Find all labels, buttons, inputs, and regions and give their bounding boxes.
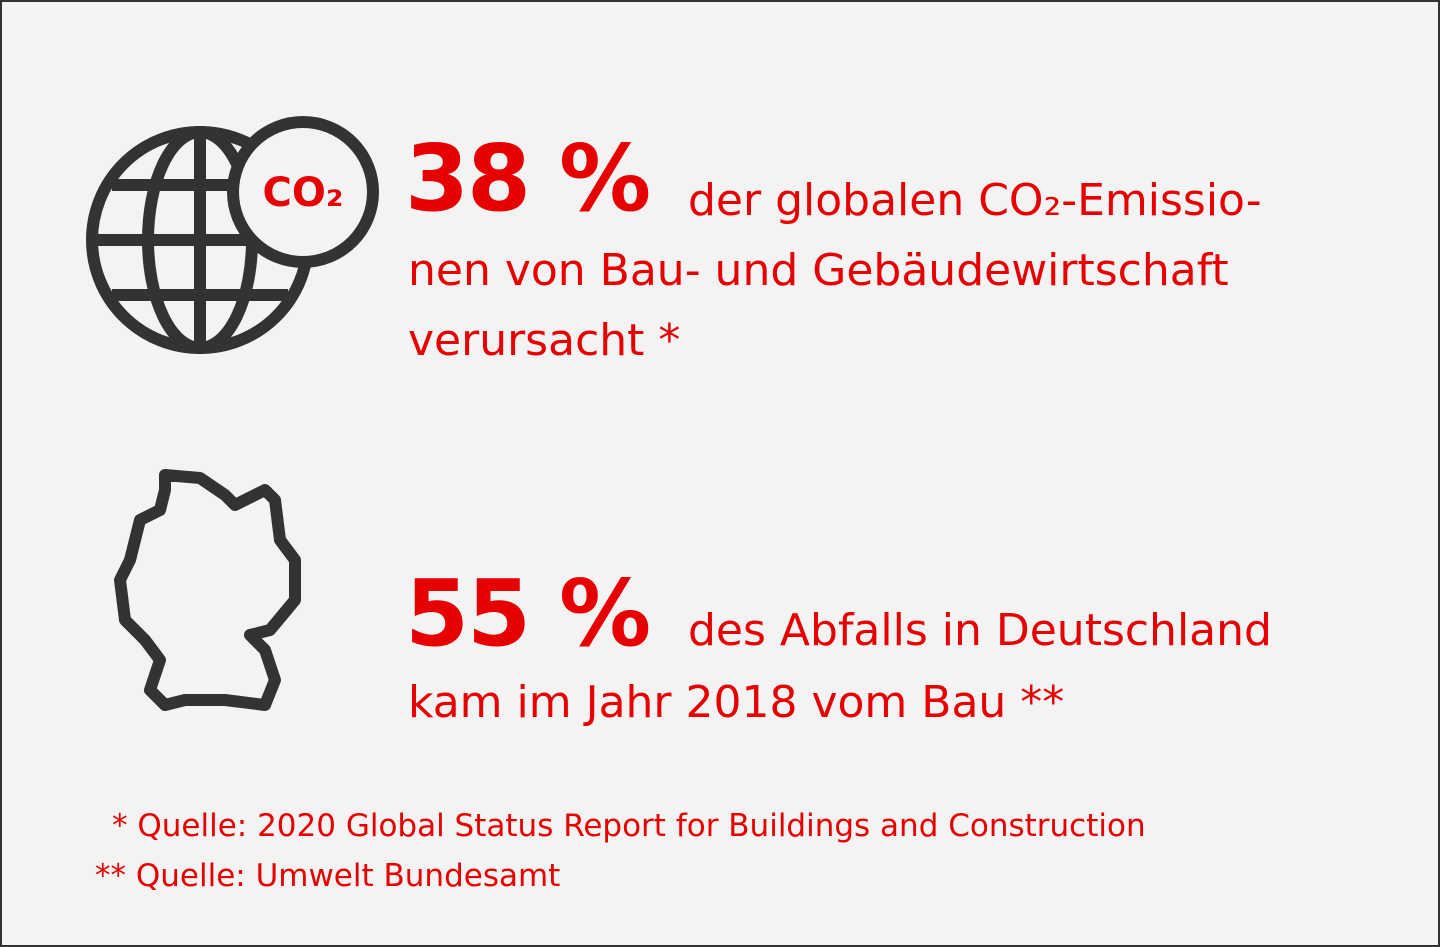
germany-icon: [114, 469, 301, 711]
stat-text: kam im Jahr 2018 vom Bau **: [408, 677, 1064, 728]
stat-value: 55 %: [405, 560, 649, 667]
stat-text: nen von Bau- und Gebäudewirtschaft: [408, 245, 1229, 296]
co2-label: CO₂: [263, 170, 344, 216]
stat-text: verursacht *: [408, 315, 680, 366]
co2-badge: [227, 116, 379, 268]
stat-value: 38 %: [405, 125, 649, 232]
footnote: * Quelle: 2020 Global Status Report for …: [112, 808, 1146, 844]
footnote: ** Quelle: Umwelt Bundesamt: [95, 858, 560, 894]
stat-text: der globalen CO₂-Emissio-: [688, 175, 1262, 226]
stat-text: des Abfalls in Deutschland: [688, 605, 1272, 656]
